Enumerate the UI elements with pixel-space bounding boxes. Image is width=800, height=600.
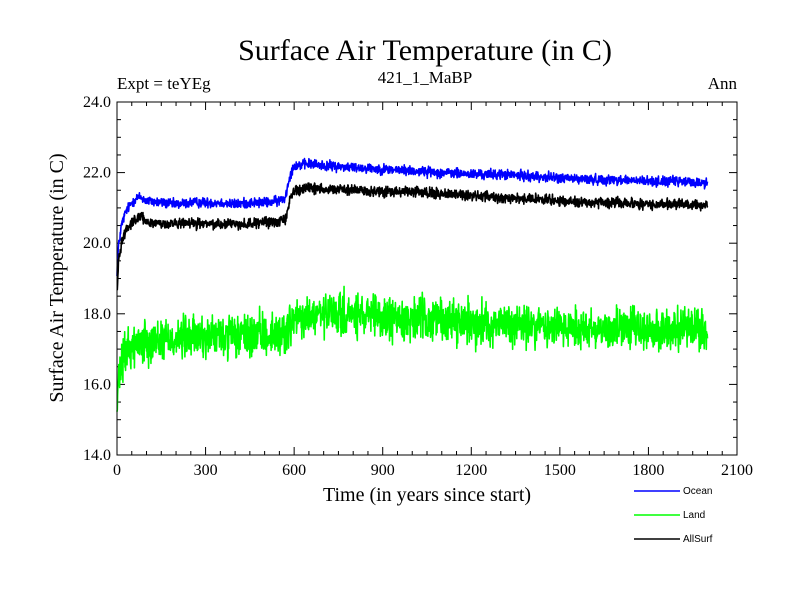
x-tick-label: 300 (194, 462, 218, 479)
x-tick-label: 1800 (632, 462, 664, 479)
y-tick-labels: 14.0 16.0 18.0 20.0 22.0 24.0 (83, 94, 111, 464)
y-tick-label: 18.0 (83, 306, 111, 323)
plot-frame (116, 101, 738, 456)
y-tick-label: 16.0 (83, 376, 111, 393)
legend: Ocean Land AllSurf (634, 486, 713, 545)
legend-label-land: Land (683, 510, 705, 521)
x-axis-label: Time (in years since start) (323, 484, 531, 506)
y-tick-label: 14.0 (83, 447, 111, 464)
axis-ticks (116, 101, 738, 456)
season-label: Ann (708, 74, 738, 93)
x-tick-labels: 0 300 600 900 1200 1500 1800 2100 (113, 462, 753, 479)
series-line-ocean (116, 157, 709, 277)
y-tick-label: 22.0 (83, 165, 111, 182)
experiment-label: Expt = teYEg (117, 74, 211, 93)
y-tick-label: 24.0 (83, 94, 111, 111)
series-line-allsurf (116, 182, 709, 291)
x-tick-label: 900 (371, 462, 395, 479)
x-tick-label: 600 (282, 462, 306, 479)
x-tick-label: 2100 (721, 462, 753, 479)
y-tick-label: 20.0 (83, 235, 111, 252)
chart-subtitle: 421_1_MaBP (378, 68, 472, 87)
chart-title: Surface Air Temperature (in C) (238, 34, 612, 67)
x-tick-label: 1500 (544, 462, 576, 479)
x-tick-label: 0 (113, 462, 121, 479)
legend-label-allsurf: AllSurf (683, 534, 713, 545)
y-axis-label: Surface Air Temperature (in C) (46, 153, 68, 402)
x-tick-label: 1200 (455, 462, 487, 479)
legend-label-ocean: Ocean (683, 486, 712, 497)
series-lines (116, 157, 709, 412)
series-line-land (116, 285, 709, 412)
